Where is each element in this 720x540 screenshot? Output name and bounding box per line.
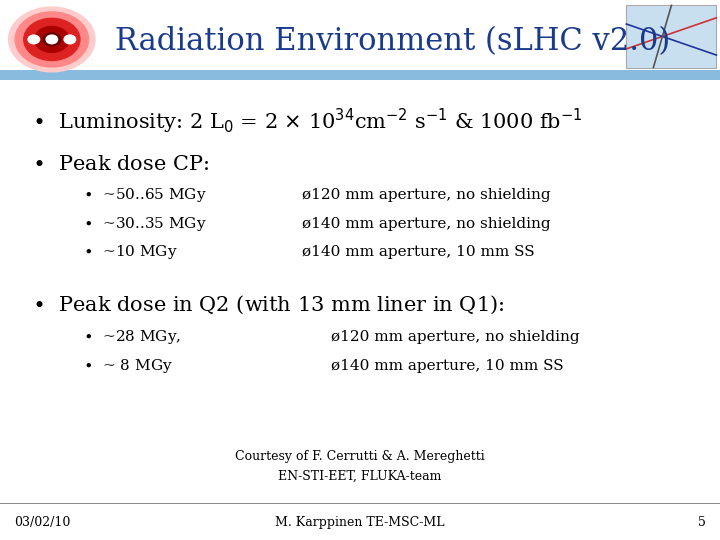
Text: 5: 5 (698, 516, 706, 529)
Circle shape (46, 35, 58, 44)
Text: Radiation Environment (sLHC v2.0): Radiation Environment (sLHC v2.0) (115, 25, 670, 57)
Bar (0, 70, 720, 80)
Circle shape (24, 18, 80, 60)
Text: 03/02/10: 03/02/10 (14, 516, 71, 529)
Text: Courtesy of F. Cerrutti & A. Mereghetti: Courtesy of F. Cerrutti & A. Mereghetti (235, 450, 485, 463)
Text: ø140 mm aperture, 10 mm SS: ø140 mm aperture, 10 mm SS (302, 245, 535, 259)
Text: $\bullet$  Peak dose CP:: $\bullet$ Peak dose CP: (32, 155, 210, 174)
Text: $\bullet$  ~28 MGy,: $\bullet$ ~28 MGy, (83, 328, 181, 347)
Text: ø120 mm aperture, no shielding: ø120 mm aperture, no shielding (331, 330, 580, 345)
Circle shape (15, 12, 89, 67)
Circle shape (35, 26, 69, 52)
Text: ø120 mm aperture, no shielding: ø120 mm aperture, no shielding (302, 188, 551, 202)
Circle shape (28, 35, 40, 44)
Text: ø140 mm aperture, 10 mm SS: ø140 mm aperture, 10 mm SS (331, 359, 564, 373)
Circle shape (9, 7, 95, 72)
Bar (626, 5, 716, 68)
Text: EN-STI-EET, FLUKA-team: EN-STI-EET, FLUKA-team (279, 470, 441, 483)
Text: ø140 mm aperture, no shielding: ø140 mm aperture, no shielding (302, 217, 551, 231)
Text: $\bullet$  ~ 8 MGy: $\bullet$ ~ 8 MGy (83, 356, 173, 375)
Text: $\bullet$  ~50..65 MGy: $\bullet$ ~50..65 MGy (83, 186, 207, 205)
Text: $\bullet$  Luminosity: 2 L$_0$ = 2 $\times$ 10$^{34}$cm$^{-2}$ s$^{-1}$ & 1000 f: $\bullet$ Luminosity: 2 L$_0$ = 2 $\time… (32, 107, 583, 136)
Circle shape (43, 33, 60, 46)
Text: $\bullet$  ~10 MGy: $\bullet$ ~10 MGy (83, 242, 177, 261)
Text: $\bullet$  ~30..35 MGy: $\bullet$ ~30..35 MGy (83, 214, 207, 233)
Text: M. Karppinen TE-MSC-ML: M. Karppinen TE-MSC-ML (275, 516, 445, 529)
Circle shape (64, 35, 76, 44)
Text: $\bullet$  Peak dose in Q2 (with 13 mm liner in Q1):: $\bullet$ Peak dose in Q2 (with 13 mm li… (32, 294, 505, 316)
